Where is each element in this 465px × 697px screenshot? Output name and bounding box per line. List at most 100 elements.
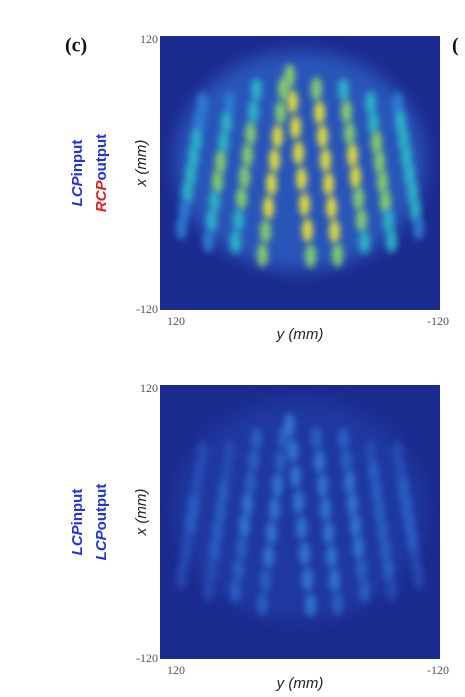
- blob: [344, 470, 355, 494]
- blob: [251, 78, 262, 102]
- blob: [347, 492, 358, 516]
- blob: [359, 230, 370, 254]
- y-tick-label: 120: [140, 32, 158, 46]
- blob: [329, 568, 340, 592]
- blob: [233, 208, 244, 232]
- panel-label: (c): [65, 35, 87, 57]
- x-axis-label: y (mm): [276, 326, 324, 343]
- x-tick-label: 120: [167, 314, 185, 328]
- blob: [203, 229, 214, 253]
- blob: [329, 219, 340, 243]
- blob: [296, 516, 307, 540]
- blob: [203, 578, 214, 602]
- blob: [272, 473, 283, 497]
- blob: [347, 143, 358, 167]
- y-axis-label: x (mm): [133, 489, 150, 537]
- blob: [266, 521, 277, 545]
- blob: [386, 578, 397, 602]
- blob: [239, 514, 250, 538]
- blob: [323, 172, 334, 196]
- side-label: LCPinput: [69, 489, 86, 556]
- blob: [353, 187, 364, 211]
- blob: [230, 230, 241, 254]
- x-tick-label: -120: [427, 663, 449, 677]
- blob: [323, 521, 334, 545]
- blob: [293, 490, 304, 514]
- blob: [233, 557, 244, 581]
- blob: [251, 427, 262, 451]
- blob: [272, 124, 283, 148]
- blob: [302, 218, 313, 242]
- blob: [350, 165, 361, 189]
- blob: [359, 579, 370, 603]
- blob: [317, 473, 328, 497]
- blob: [338, 427, 349, 451]
- blob: [356, 208, 367, 232]
- blob: [260, 568, 271, 592]
- blob: [248, 449, 259, 473]
- blob: [257, 243, 268, 267]
- blob: [257, 592, 268, 616]
- blob: [266, 172, 277, 196]
- side-label: LCPoutput: [93, 484, 110, 561]
- polarization: RCP: [93, 179, 110, 212]
- polarization: LCP: [69, 175, 86, 206]
- blob: [305, 244, 316, 268]
- blob: [353, 536, 364, 560]
- blob: [344, 121, 355, 145]
- blob: [314, 101, 325, 125]
- blob: [299, 193, 310, 217]
- figure: (c) ( 120-120120-120y (mm)x (mm)LCPinput…: [0, 0, 465, 692]
- x-tick-label: -120: [427, 314, 449, 328]
- blob: [245, 121, 256, 145]
- blob: [263, 196, 274, 220]
- side-label: RCPoutput: [93, 134, 110, 212]
- blob: [332, 243, 343, 267]
- polarization: LCP: [93, 529, 110, 560]
- blob: [296, 167, 307, 191]
- blob: [299, 542, 310, 566]
- blob: [290, 464, 301, 488]
- blob: [269, 148, 280, 172]
- x-axis-label: y (mm): [276, 675, 324, 692]
- blob: [302, 567, 313, 591]
- blob: [356, 557, 367, 581]
- side-label: LCPinput: [69, 140, 86, 207]
- blob: [305, 593, 316, 617]
- blob: [242, 492, 253, 516]
- heatmap-pattern: [175, 400, 425, 620]
- blob: [413, 216, 424, 240]
- label-word: input: [69, 489, 86, 526]
- blob: [287, 439, 298, 463]
- label-word: output: [93, 484, 110, 531]
- blob: [341, 449, 352, 473]
- blob: [275, 450, 286, 474]
- blob: [260, 219, 271, 243]
- blob: [293, 141, 304, 165]
- blob: [317, 124, 328, 148]
- blob: [320, 497, 331, 521]
- y-tick-label: -120: [136, 651, 158, 665]
- blob: [176, 216, 187, 240]
- next-panel-label: (: [452, 35, 459, 57]
- blob: [230, 579, 241, 603]
- heatmap-pattern: [175, 51, 425, 271]
- blob: [386, 229, 397, 253]
- blob: [236, 187, 247, 211]
- blob: [350, 514, 361, 538]
- blob: [176, 565, 187, 589]
- y-tick-label: 120: [140, 381, 158, 395]
- blob: [236, 536, 247, 560]
- blob: [284, 64, 295, 88]
- blob: [311, 77, 322, 101]
- blob: [311, 426, 322, 450]
- blob: [326, 196, 337, 220]
- blob: [239, 165, 250, 189]
- blob: [275, 101, 286, 125]
- blob: [341, 100, 352, 124]
- label-word: input: [69, 140, 86, 177]
- blob: [338, 78, 349, 102]
- y-tick-label: -120: [136, 302, 158, 316]
- label-word: output: [93, 134, 110, 181]
- blob: [320, 148, 331, 172]
